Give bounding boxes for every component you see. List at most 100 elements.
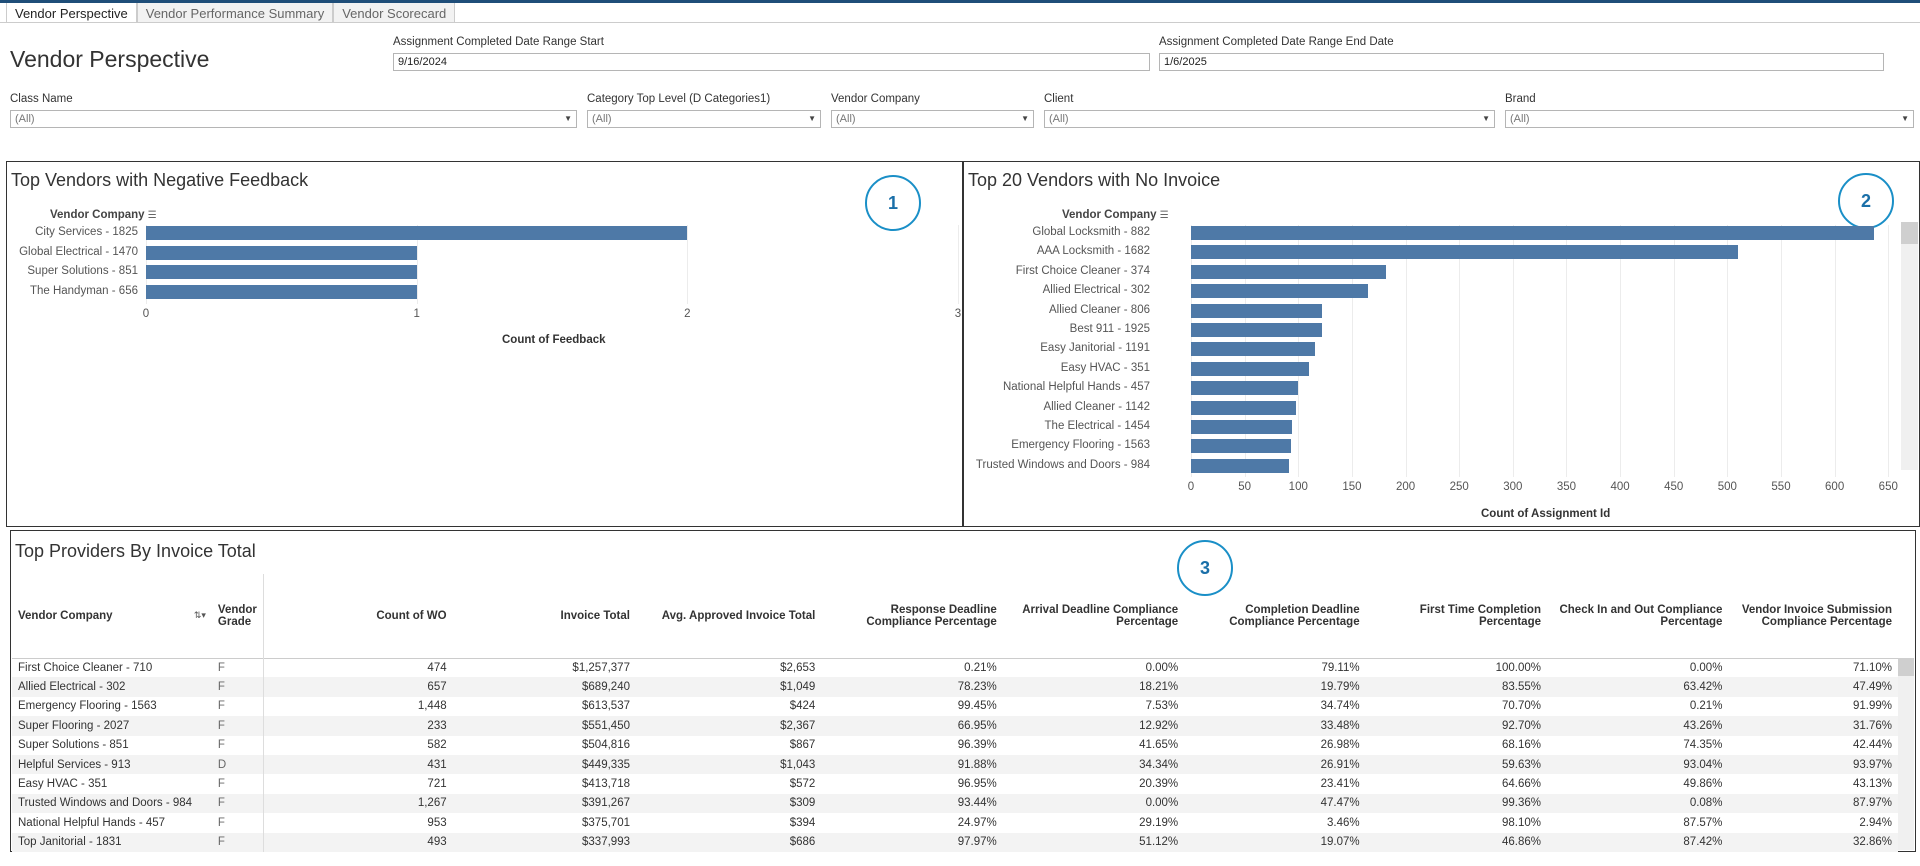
cell-invoice: $413,718 bbox=[582, 778, 630, 791]
no-invoice-x-tick-label: 450 bbox=[1664, 481, 1684, 493]
cell-ftc: 68.16% bbox=[1501, 739, 1541, 752]
no-invoice-bar[interactable] bbox=[1191, 420, 1292, 434]
client-label: Client bbox=[1044, 93, 1074, 105]
col-check-in-out[interactable]: Check In and Out Compliance Percentage bbox=[1559, 603, 1723, 628]
providers-scroll-thumb[interactable] bbox=[1898, 658, 1914, 676]
vendor-company-select[interactable]: (All) ▼ bbox=[831, 110, 1034, 128]
no-invoice-bar[interactable] bbox=[1191, 303, 1322, 318]
brand-label: Brand bbox=[1505, 93, 1536, 105]
cell-checkin: 0.08% bbox=[1547, 793, 1729, 814]
no-invoice-gridline bbox=[1781, 225, 1782, 477]
cell-submission: 43.13% bbox=[1852, 778, 1892, 791]
cell-grade: F bbox=[211, 793, 264, 814]
class-name-select[interactable]: (All) ▼ bbox=[10, 110, 577, 128]
col-first-time-completion[interactable]: First Time Completion Percentage bbox=[1419, 603, 1541, 628]
no-invoice-bar[interactable] bbox=[1191, 264, 1387, 279]
cell-ftc: 59.63% bbox=[1365, 754, 1547, 775]
table-row[interactable]: Emergency Flooring - 1563 F 1,448 $613,537 $… bbox=[12, 696, 1898, 717]
col-invoice-submission[interactable]: Vendor Invoice Submission Compliance Per… bbox=[1741, 603, 1892, 628]
negative-feedback-bar[interactable] bbox=[146, 284, 417, 299]
cell-submission: 87.97% bbox=[1728, 793, 1898, 814]
no-invoice-bar[interactable] bbox=[1191, 323, 1322, 337]
col-count-wo[interactable]: Count of WO bbox=[376, 609, 447, 622]
table-row[interactable]: Helpful Services - 913 D 431 $449,335 $1,043… bbox=[12, 754, 1898, 775]
sort-icon[interactable]: ☰ bbox=[1159, 210, 1169, 221]
sort-icon[interactable]: ☰ bbox=[147, 210, 157, 221]
no-invoice-gridline bbox=[1673, 225, 1675, 477]
category-select[interactable]: (All) ▼ bbox=[587, 110, 821, 128]
tab-vendor-scorecard[interactable]: Vendor Scorecard bbox=[333, 3, 456, 23]
negative-feedback-bar[interactable] bbox=[146, 245, 417, 260]
tab-vendor-perspective[interactable]: Vendor Perspective bbox=[6, 3, 137, 23]
client-select[interactable]: (All) ▼ bbox=[1044, 110, 1495, 128]
end-date-input[interactable]: 1/6/2025 bbox=[1159, 53, 1884, 71]
negative-feedback-bar[interactable] bbox=[146, 226, 688, 240]
negative-feedback-x-axis-title: Count of Feedback bbox=[502, 334, 606, 346]
col-vendor-grade[interactable]: Vendor Grade bbox=[211, 574, 264, 658]
negative-feedback-gridline bbox=[687, 225, 689, 304]
table-row[interactable]: Easy HVAC - 351 F 721 $413,718 $572 96.95% 20.… bbox=[12, 774, 1898, 794]
cell-checkin: 0.00% bbox=[1689, 661, 1723, 674]
class-name-label: Class Name bbox=[10, 93, 73, 105]
col-invoice-total[interactable]: Invoice Total bbox=[560, 609, 630, 622]
no-invoice-x-axis-title: Count of Assignment Id bbox=[1481, 508, 1611, 520]
table-row[interactable]: Super Solutions - 851 F 582 $504,816 $867 96.… bbox=[12, 735, 1898, 755]
cell-vendor: Allied Electrical - 302 bbox=[12, 677, 212, 697]
table-row[interactable]: Top Janitorial - 1831 F 493 $337,993 $686 97.… bbox=[12, 832, 1898, 852]
no-invoice-category-label: Emergency Flooring - 1563 bbox=[1011, 439, 1150, 452]
no-invoice-x-tick-label: 500 bbox=[1717, 481, 1737, 493]
tab-divider bbox=[0, 22, 1920, 23]
marker-2: 2 bbox=[1838, 173, 1894, 229]
no-invoice-bar[interactable] bbox=[1191, 361, 1309, 376]
no-invoice-gridline bbox=[1620, 225, 1622, 477]
no-invoice-category-label: Allied Electrical - 302 bbox=[1042, 284, 1150, 297]
start-date-input[interactable]: 9/16/2024 bbox=[393, 53, 1150, 71]
providers-title: Top Providers By Invoice Total bbox=[15, 541, 256, 561]
cell-response: 97.97% bbox=[821, 832, 1003, 852]
no-invoice-bar[interactable] bbox=[1191, 226, 1875, 240]
cell-vendor: National Helpful Hands - 457 bbox=[18, 816, 166, 829]
no-invoice-gridline bbox=[1834, 225, 1836, 477]
table-row[interactable]: Super Flooring - 2027 F 233 $551,450 $2,367 6… bbox=[12, 716, 1898, 736]
col-arrival-compliance[interactable]: Arrival Deadline Compliance Percentage bbox=[1022, 603, 1179, 628]
no-invoice-bar[interactable] bbox=[1191, 284, 1368, 299]
cell-response: 24.97% bbox=[957, 816, 997, 829]
cell-submission: 31.76% bbox=[1728, 716, 1898, 736]
no-invoice-bar[interactable] bbox=[1191, 381, 1299, 396]
cell-checkin: 87.57% bbox=[1683, 816, 1723, 829]
cell-response: 93.44% bbox=[821, 793, 1003, 814]
no-invoice-bar[interactable] bbox=[1191, 400, 1297, 415]
brand-select[interactable]: (All) ▼ bbox=[1505, 110, 1914, 128]
cell-vendor: Helpful Services - 913 bbox=[12, 754, 212, 775]
negative-feedback-bar[interactable] bbox=[146, 265, 417, 279]
no-invoice-axis-header: Vendor Company ☰ bbox=[1062, 209, 1169, 221]
tab-vendor-performance-summary[interactable]: Vendor Performance Summary bbox=[136, 3, 334, 23]
no-invoice-scroll-thumb[interactable] bbox=[1901, 222, 1918, 244]
no-invoice-scrollbar[interactable] bbox=[1901, 222, 1918, 470]
cell-count: 657 bbox=[263, 677, 453, 697]
no-invoice-bar[interactable] bbox=[1191, 439, 1291, 454]
no-invoice-bar[interactable] bbox=[1191, 245, 1739, 260]
cell-checkin: 74.35% bbox=[1683, 739, 1723, 752]
col-response-compliance[interactable]: Response Deadline Compliance Percentage bbox=[866, 603, 997, 628]
table-row[interactable]: Allied Electrical - 302 F 657 $689,240 $1,04… bbox=[12, 677, 1898, 697]
table-row[interactable]: Trusted Windows and Doors - 984 F 1,267 $39… bbox=[12, 793, 1898, 814]
chevron-down-icon: ▼ bbox=[1901, 114, 1909, 123]
cell-completion: 47.47% bbox=[1184, 793, 1366, 814]
col-avg-invoice[interactable]: Avg. Approved Invoice Total bbox=[661, 609, 816, 622]
providers-scrollbar[interactable] bbox=[1898, 658, 1914, 850]
cell-response: 0.21% bbox=[964, 661, 997, 674]
cell-response: 78.23% bbox=[821, 677, 1003, 697]
col-completion-compliance[interactable]: Completion Deadline Compliance Percentag… bbox=[1229, 603, 1360, 628]
col-vendor-company[interactable]: Vendor Company ⇅▾ bbox=[12, 574, 212, 658]
top-accent-bar bbox=[0, 0, 1920, 3]
sort-icon[interactable]: ⇅▾ bbox=[193, 609, 206, 620]
axis-header-text: Vendor Company bbox=[50, 209, 145, 221]
table-row[interactable]: National Helpful Hands - 457 F 953 $375,701… bbox=[12, 813, 1898, 833]
cell-completion: 23.41% bbox=[1320, 778, 1360, 791]
no-invoice-bar[interactable] bbox=[1191, 342, 1316, 357]
table-row[interactable]: First Choice Cleaner - 710 F 474 $1,257,377… bbox=[12, 658, 1898, 678]
cell-arrival: 20.39% bbox=[1139, 778, 1179, 791]
no-invoice-bar[interactable] bbox=[1191, 458, 1289, 473]
cell-checkin: 87.42% bbox=[1547, 832, 1729, 852]
